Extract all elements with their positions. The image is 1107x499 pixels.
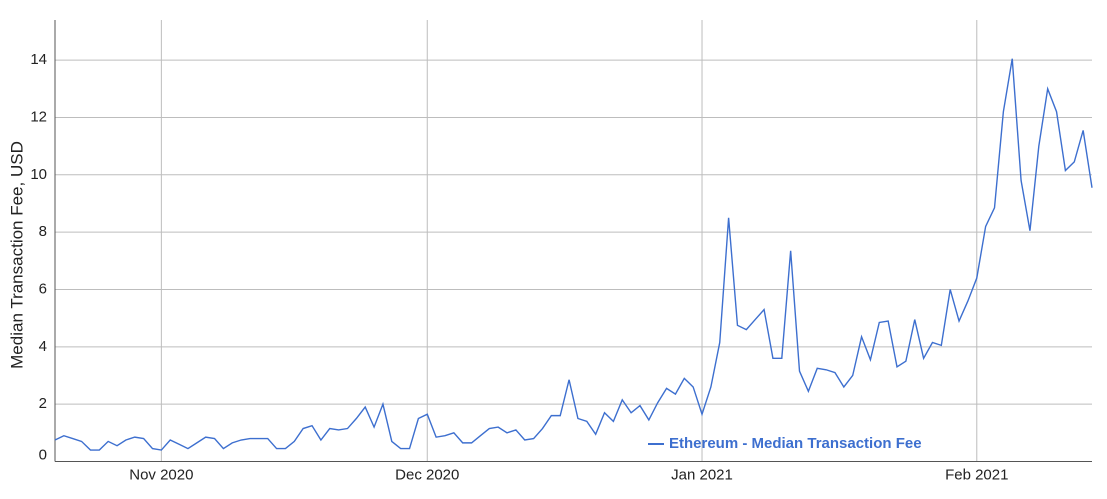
x-tick-label: Feb 2021 [945, 466, 1008, 483]
y-tick-label: 2 [39, 395, 47, 412]
y-axis-label: Median Transaction Fee, USD [7, 141, 26, 369]
x-tick-label: Jan 2021 [671, 466, 733, 483]
data-line [54, 58, 1093, 451]
legend-label: Ethereum - Median Transaction Fee [669, 435, 922, 452]
y-tick-label: 4 [39, 338, 47, 355]
y-tick-label: 14 [30, 51, 47, 68]
y-tick-label: 6 [39, 280, 47, 297]
x-tick-label: Nov 2020 [129, 466, 193, 483]
y-tick-label: 12 [30, 108, 47, 125]
y-tick-label: 8 [39, 223, 47, 240]
y-tick-label: 10 [30, 166, 47, 183]
x-tick-label: Dec 2020 [395, 466, 459, 483]
y-tick-label: 0 [39, 446, 47, 463]
